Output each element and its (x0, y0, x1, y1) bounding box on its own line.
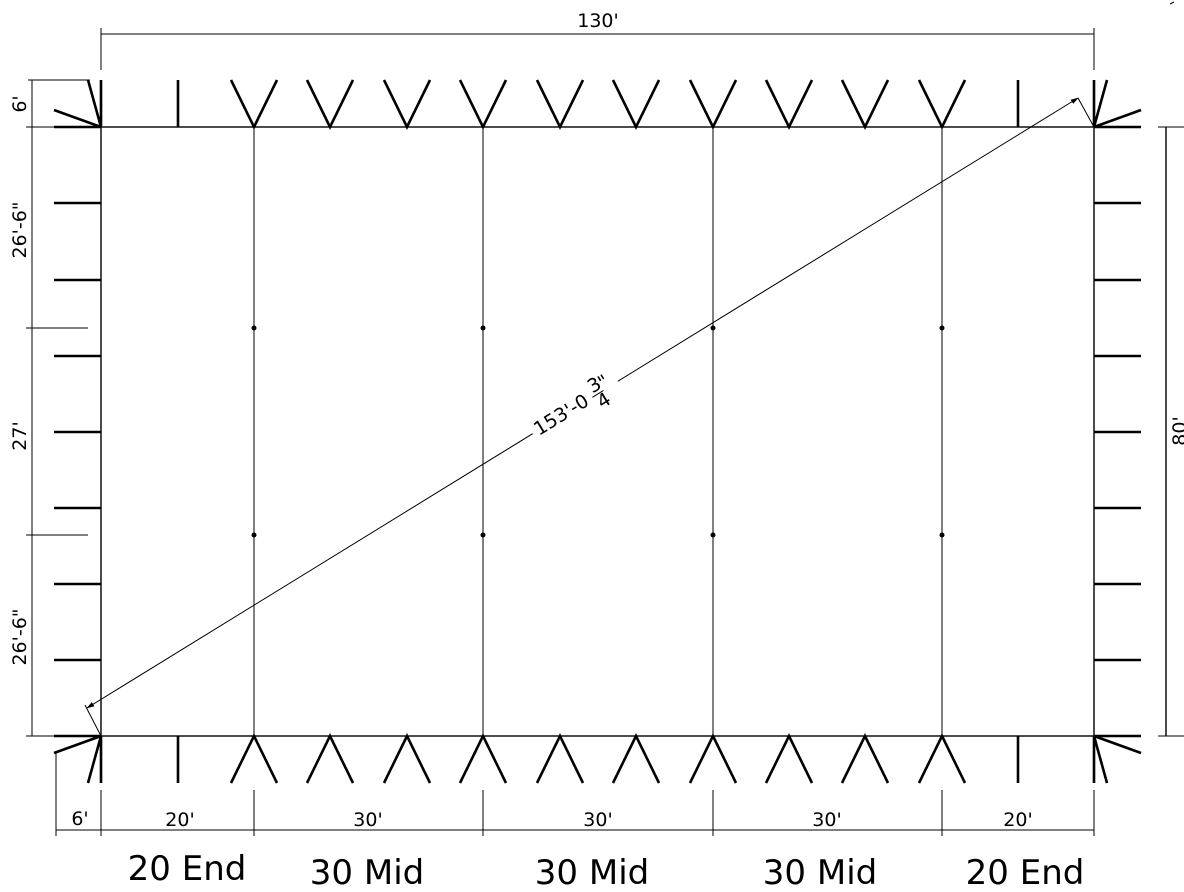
v-stake (305, 733, 355, 784)
corner-stake-top-right (1092, 79, 1142, 129)
v-stake (611, 733, 661, 784)
v-stake (229, 733, 279, 784)
pole-dot (710, 532, 716, 538)
pole-dot (251, 532, 257, 538)
left-segment-label: 26'-6" (9, 201, 31, 258)
left-segment-label: 26'-6" (9, 608, 31, 665)
top-stakes (53, 79, 1142, 130)
v-stake (764, 79, 814, 130)
v-stake (840, 733, 890, 784)
v-stake (229, 79, 279, 130)
left-segment-label: 27' (9, 421, 31, 450)
pole-dot (251, 325, 257, 331)
v-stake (688, 733, 738, 784)
section-label-end: 20 End (966, 853, 1085, 892)
v-stake (535, 79, 585, 130)
v-stake (382, 733, 432, 784)
left-stakes (54, 201, 101, 662)
corner-stake-bottom-left (53, 734, 103, 784)
pole-dot (710, 325, 716, 331)
v-stake (917, 79, 967, 130)
v-stake (458, 79, 508, 130)
pole-dot (480, 325, 486, 331)
left-bottom-offset-label: 6' (71, 808, 88, 830)
pole-dots (251, 325, 945, 538)
bottom-segment-label: 30' (812, 809, 841, 831)
corner-stake-bottom-right (1092, 734, 1142, 784)
section-labels: 20 End 30 Mid 30 Mid 30 Mid 20 End (128, 849, 1085, 892)
bottom-segment-label: 30' (353, 809, 382, 831)
v-stake (764, 733, 814, 784)
overall-depth-dimension: 80' (1158, 126, 1184, 737)
pole-dot (939, 532, 945, 538)
v-stake (688, 79, 738, 130)
section-label-end: 20 End (128, 849, 247, 889)
frame-rafters (253, 127, 943, 736)
v-stake (535, 733, 585, 784)
overall-width-label: 130' (577, 10, 619, 32)
overall-depth-label: 80' (1169, 416, 1184, 445)
v-stake (382, 79, 432, 130)
tent-frame-outline (100, 126, 1095, 737)
section-label-mid: 30 Mid (763, 853, 877, 892)
right-stakes (1094, 201, 1141, 662)
v-stake (305, 79, 355, 130)
bottom-stakes (53, 733, 1142, 784)
pole-dot (480, 532, 486, 538)
v-stake (611, 79, 661, 130)
pole-dot (939, 325, 945, 331)
corner-stake-top-left (53, 79, 103, 129)
bottom-segment-label: 20' (1003, 809, 1032, 831)
v-stake (458, 733, 508, 784)
section-label-mid: 30 Mid (535, 853, 649, 892)
left-dimension-chain: 6' 26'-6" 27' 26'-6" (9, 79, 90, 737)
section-label-mid: 30 Mid (310, 853, 424, 892)
left-top-offset-label: 6' (9, 95, 31, 112)
overall-width-dimension: 130' (100, 1, 1175, 70)
diagonal-dimension: 153'-0 3 4 " (84, 97, 1095, 737)
v-stake (917, 733, 967, 784)
v-stake (840, 79, 890, 130)
bottom-segment-label: 30' (583, 809, 612, 831)
bottom-segment-label: 20' (165, 809, 194, 831)
bottom-dimension-chain: 6' 20' 30' 30' 30' 20' (55, 752, 1095, 836)
